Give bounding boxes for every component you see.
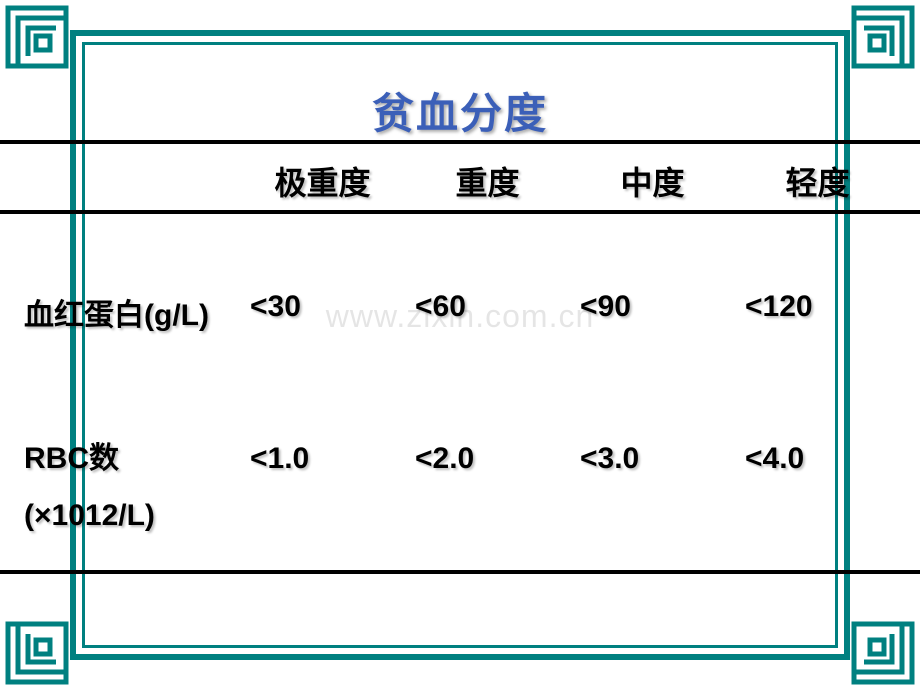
frame-border [70, 654, 850, 660]
corner-ornament-icon [838, 2, 918, 82]
table-cell: <90 [570, 290, 735, 334]
table-cell: <120 [735, 290, 900, 334]
table-row: 血红蛋白(g/L) <30 <60 <90 <120 [20, 290, 900, 334]
row-label: RBC数 (×1012/L) [20, 430, 240, 544]
table-rule [0, 210, 920, 214]
table-cell: <30 [240, 290, 405, 334]
frame-border [82, 42, 838, 45]
frame-border [70, 30, 850, 36]
table-header-cell: 极重度 [240, 158, 405, 204]
frame-border [82, 645, 838, 648]
table-rule [0, 140, 920, 144]
corner-ornament-icon [2, 2, 82, 82]
table-rule [0, 570, 920, 574]
row-label: 血红蛋白(g/L) [20, 290, 240, 334]
table-header-cell: 重度 [405, 158, 570, 204]
table-cell: <60 [405, 290, 570, 334]
corner-ornament-icon [838, 608, 918, 688]
table-header-blank [20, 158, 240, 204]
table-cell: <1.0 [240, 430, 405, 544]
table-header-row: 极重度 重度 中度 轻度 [20, 158, 900, 204]
table-row: RBC数 (×1012/L) <1.0 <2.0 <3.0 <4.0 [20, 430, 900, 544]
page-title: 贫血分度 [0, 80, 920, 141]
table-cell: <3.0 [570, 430, 735, 544]
corner-ornament-icon [2, 608, 82, 688]
table-header-cell: 中度 [570, 158, 735, 204]
table-header-cell: 轻度 [735, 158, 900, 204]
table-cell: <4.0 [735, 430, 900, 544]
table-cell: <2.0 [405, 430, 570, 544]
